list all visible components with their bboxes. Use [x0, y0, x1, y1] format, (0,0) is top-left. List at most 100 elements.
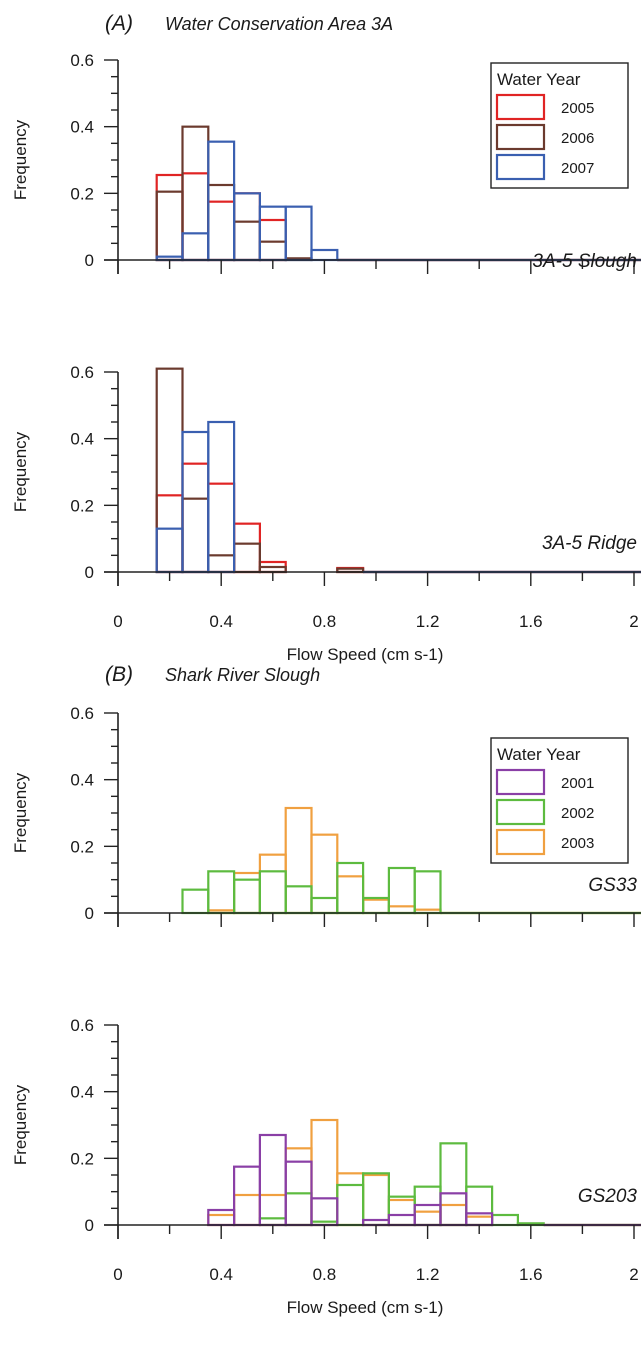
station-label: 3A-5 Ridge	[542, 533, 637, 554]
bar-2007-6	[310, 248, 339, 262]
bar-2006-3	[233, 220, 262, 262]
x-axis-title: Flow Speed (cm s-1)	[287, 645, 444, 664]
y-axis-title: Frequency	[11, 119, 30, 200]
bar-2003-1	[233, 1193, 262, 1227]
legend-title: Water Year	[497, 70, 581, 89]
legend: Water Year 2001 2002 2003	[490, 737, 629, 864]
x-tick-label-4: 1.6	[519, 1265, 543, 1284]
bar-2003-4	[284, 806, 313, 915]
bar-2002-10	[465, 1185, 494, 1227]
bar-2005-3	[233, 522, 262, 574]
station-label: GS203	[578, 1186, 638, 1207]
legend-swatch-2007	[495, 153, 546, 181]
legend-swatch-2006	[495, 123, 546, 151]
bar-2003-3	[284, 1147, 313, 1227]
bar-2003-0	[207, 1213, 236, 1227]
section-b-label: (B)	[105, 663, 133, 686]
y-tick-label-0: 0	[85, 251, 94, 270]
x-tick-label-1: 0.4	[209, 612, 233, 631]
x-axis-title: Flow Speed (cm s-1)	[287, 1298, 444, 1317]
y-tick-label-1: 0.2	[70, 496, 94, 515]
bar-2001-8	[413, 1203, 442, 1227]
bar-2002-1	[207, 870, 236, 915]
section-a-site: Water Conservation Area 3A	[165, 14, 393, 34]
bar-2007-4	[258, 205, 287, 262]
bar-2001-2	[258, 1133, 287, 1227]
series-2002	[258, 1142, 641, 1227]
y-tick-label-3: 0.6	[70, 1016, 94, 1035]
bar-2005-3	[233, 192, 262, 262]
legend: Water Year 2005 2006 2007	[490, 62, 629, 189]
y-axis-title: Frequency	[11, 431, 30, 512]
bar-2001-0	[207, 1208, 236, 1227]
bar-2002-6	[336, 861, 365, 915]
bar-2003-3	[258, 853, 287, 915]
bar-2001-7	[387, 1213, 416, 1227]
bar-2007-0	[155, 527, 184, 574]
bar-2007-2	[207, 420, 236, 574]
panel-gs33: 0 0.2 0.4 0.6 Frequency GS33 Water Year 2001 200…	[11, 704, 641, 927]
bar-2003-2	[258, 1193, 287, 1227]
station-label: GS33	[588, 875, 637, 896]
section-b-site: Shark River Slough	[165, 665, 320, 685]
bar-2005-4	[258, 218, 287, 262]
y-tick-label-2: 0.4	[70, 118, 94, 137]
bar-2005-2	[207, 482, 236, 574]
bar-2006-1	[181, 125, 210, 262]
station-label: 3A-5 Slough	[532, 251, 637, 272]
legend-title: Water Year	[497, 745, 581, 764]
x-tick-label-3: 1.2	[416, 612, 440, 631]
bar-2006-0	[155, 190, 184, 262]
legend-label-2007: 2007	[561, 160, 594, 177]
bar-2001-9	[439, 1192, 468, 1227]
bar-2002-3	[284, 1192, 313, 1227]
bar-2003-7	[387, 1198, 416, 1227]
bar-2006-3	[233, 542, 262, 574]
y-tick-label-0: 0	[85, 563, 94, 582]
plot-panels: 0 0.2 0.4 0.6 Frequency 3A-5 Slough Water Year…	[11, 51, 641, 1317]
legend-swatch-2005	[495, 93, 546, 121]
y-tick-label-1: 0.2	[70, 837, 94, 856]
bar-2005-1	[181, 462, 210, 574]
y-tick-label-2: 0.4	[70, 771, 94, 790]
y-axis-title: Frequency	[11, 772, 30, 853]
panel-3a-5-ridge: 0 0.2 0.4 0.6 0 0.4 0.8 1.2 1.6 2 Flow Speed (cm s…	[11, 363, 641, 664]
bar-2002-3	[258, 870, 287, 915]
bar-2005-1	[181, 172, 210, 262]
bar-2002-9	[413, 870, 442, 915]
legend-label-2003: 2003	[561, 835, 594, 852]
bar-2003-10	[465, 1215, 494, 1227]
bar-2002-9	[439, 1142, 468, 1227]
bar-2002-2	[233, 878, 262, 915]
y-tick-label-0: 0	[85, 1216, 94, 1235]
bar-2003-6	[336, 875, 365, 915]
y-tick-label-2: 0.4	[70, 1083, 94, 1102]
legend-label-2002: 2002	[561, 805, 594, 822]
bar-2003-5	[336, 1172, 365, 1227]
bar-2007-3	[233, 192, 262, 262]
bar-2001-10	[465, 1212, 494, 1227]
y-tick-label-1: 0.2	[70, 1149, 94, 1168]
bar-2002-0	[181, 888, 210, 915]
x-tick-label-1: 0.4	[209, 1265, 233, 1284]
bar-2007-1	[181, 232, 210, 262]
bar-2003-8	[413, 1210, 442, 1227]
bar-2007-5	[284, 205, 313, 262]
panel-3a-5-slough: 0 0.2 0.4 0.6 Frequency 3A-5 Slough Water Year…	[11, 51, 641, 274]
bar-2003-7	[362, 898, 391, 915]
y-axis-title: Frequency	[11, 1084, 30, 1165]
legend-swatch-2001	[495, 768, 546, 796]
bar-2006-4	[258, 240, 287, 262]
bar-2003-5	[310, 833, 339, 915]
bar-2006-1	[181, 497, 210, 574]
x-tick-label-0: 0	[113, 1265, 122, 1284]
bar-2002-11	[491, 1213, 520, 1227]
x-tick-label-2: 0.8	[313, 1265, 337, 1284]
bar-2005-0	[155, 173, 184, 262]
bar-2003-6	[362, 1173, 391, 1227]
legend-label-2006: 2006	[561, 130, 594, 147]
y-tick-label-3: 0.6	[70, 51, 94, 70]
bar-2002-5	[310, 896, 339, 915]
bar-2007-1	[181, 430, 210, 574]
bar-2006-0	[155, 367, 184, 574]
